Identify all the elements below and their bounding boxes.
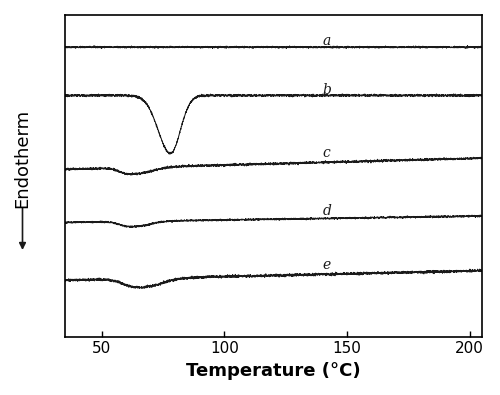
Text: b: b: [322, 83, 332, 97]
Text: d: d: [322, 204, 332, 218]
Text: a: a: [322, 34, 331, 48]
Text: e: e: [322, 258, 331, 272]
X-axis label: Temperature (°C): Temperature (°C): [186, 362, 361, 380]
Text: Endotherm: Endotherm: [14, 109, 32, 207]
Text: c: c: [322, 146, 330, 160]
